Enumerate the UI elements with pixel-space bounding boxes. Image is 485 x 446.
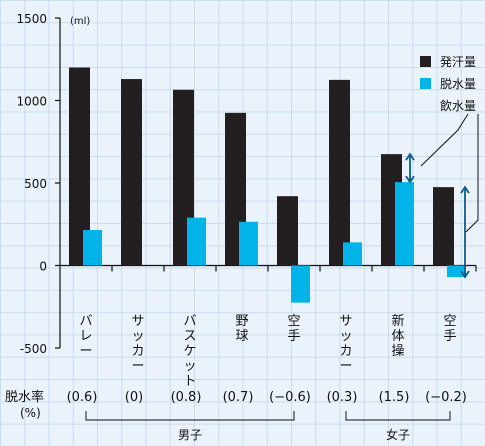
- bar-dehydration: [187, 217, 206, 266]
- category-label-char: ッ: [339, 329, 352, 344]
- rate-value: (0): [125, 390, 143, 405]
- bar-sweat: [121, 79, 142, 266]
- y-tick-label: 1500: [16, 12, 47, 26]
- bar-dehydration: [83, 230, 102, 266]
- rate-value: (0.8): [171, 390, 202, 405]
- category-label-char: カ: [131, 344, 144, 359]
- rate-row-unit: (%): [20, 406, 41, 420]
- bar-dehydration: [343, 242, 362, 266]
- bar-sweat: [433, 187, 454, 266]
- annotations: [405, 113, 479, 279]
- annotation-label: 飲水量: [440, 98, 476, 113]
- category-label-char: レ: [79, 329, 92, 344]
- y-tick-label: -500: [20, 342, 47, 356]
- category-label-char: ー: [339, 359, 352, 374]
- arrow-gymnastics-head-top: [405, 152, 415, 161]
- y-tick-label: 500: [24, 177, 47, 191]
- category-label-char: バ: [183, 314, 196, 329]
- category-label-char: 手: [287, 329, 300, 344]
- rate-row-label: 脱水率: [5, 389, 44, 405]
- category-label-char: ス: [183, 329, 196, 344]
- bar-dehydration: [291, 265, 310, 303]
- category-label-char: サ: [339, 314, 352, 329]
- unit-label: (ml): [70, 16, 90, 27]
- bars: [69, 67, 477, 303]
- y-tick-label: 1000: [16, 95, 47, 109]
- group-bracket: [345, 411, 451, 421]
- category-label-char: ケ: [183, 344, 196, 359]
- category-label-char: 球: [235, 329, 248, 344]
- rate-value: (−0.2): [425, 390, 467, 405]
- legend-label: 脱水量: [440, 76, 476, 91]
- category-label-char: 新: [391, 313, 404, 329]
- bar-sweat: [69, 67, 90, 266]
- leader-line-1: [420, 113, 469, 167]
- category-label-char: サ: [131, 314, 144, 329]
- bar-dehydration: [395, 182, 414, 266]
- bar-dehydration: [239, 221, 258, 266]
- arrow-karate-head-bottom: [460, 270, 470, 279]
- bar-dehydration: [447, 265, 466, 278]
- rate-value: (0.6): [67, 390, 98, 405]
- category-label-char: 体: [391, 329, 404, 344]
- arrow-gymnastics-head-bottom: [405, 175, 415, 184]
- bar-sweat: [329, 79, 350, 266]
- category-label-char: 空: [287, 314, 300, 329]
- rate-value: (−0.6): [269, 390, 311, 405]
- category-label-char: 操: [391, 343, 404, 359]
- group-label: 男子: [178, 428, 202, 442]
- category-label-char: ッ: [131, 329, 144, 344]
- category-label-char: ー: [79, 344, 92, 359]
- category-label-char: カ: [339, 344, 352, 359]
- group-label: 女子: [386, 427, 410, 442]
- rate-value: (0.7): [223, 390, 254, 405]
- arrow-karate-head-top: [460, 185, 470, 194]
- category-label-char: 手: [443, 329, 456, 344]
- category-label-char: 野: [235, 314, 248, 329]
- category-label-char: バ: [79, 314, 92, 329]
- legend-swatch: [420, 78, 431, 89]
- category-label-char: ッ: [183, 359, 196, 374]
- legend-swatch: [420, 56, 431, 67]
- legend-label: 発汗量: [440, 55, 476, 69]
- leader-line-2: [465, 114, 479, 233]
- bar-sweat: [277, 196, 298, 266]
- category-label-char: ー: [131, 359, 144, 374]
- dehydration-rate-row: 脱水率(%) (0.6) (0) (0.8) (0.7) (−0.6) (0.3) (1.5)…: [5, 389, 467, 420]
- rate-value: (1.5): [379, 390, 410, 405]
- group-brackets: 男子 女子: [85, 411, 451, 442]
- group-bracket: [85, 411, 295, 421]
- category-label-char: 空: [443, 314, 456, 329]
- category-label-char: ト: [183, 374, 196, 389]
- y-tick-label: 0: [39, 260, 47, 274]
- rate-value: (0.3): [327, 390, 358, 405]
